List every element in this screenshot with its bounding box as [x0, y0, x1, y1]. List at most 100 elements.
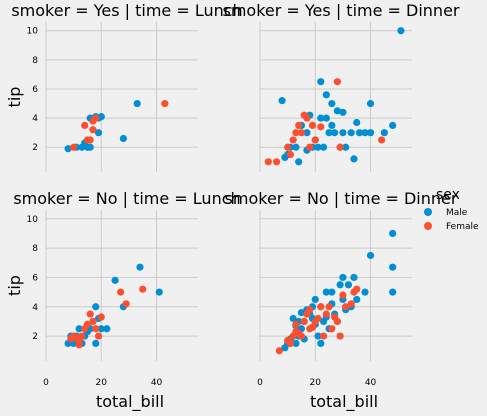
y-tick-label: 10 [27, 215, 39, 225]
data-point-female [289, 136, 297, 144]
data-point-male [133, 99, 141, 108]
data-point-male [353, 118, 361, 127]
data-point-male [75, 325, 83, 333]
data-point-male [366, 251, 375, 260]
data-point-male [322, 114, 330, 122]
data-point-male [92, 303, 100, 311]
data-point-male [295, 158, 303, 166]
data-point-female [264, 158, 272, 166]
x-tick-label: 20 [96, 378, 108, 388]
data-point-female [308, 121, 317, 129]
data-point-male [389, 263, 397, 271]
data-point-male [342, 143, 350, 151]
x-axis-label: total_bill [96, 392, 164, 412]
data-point-male [389, 288, 397, 296]
data-point-male [97, 325, 105, 333]
data-point-female [89, 317, 97, 326]
data-point-male [278, 97, 286, 105]
facet-panel: smoker = No | time = Dinner 0 20 40 total_bi… [225, 189, 458, 412]
data-point-female [295, 121, 303, 129]
data-point-male [311, 295, 319, 304]
data-point-male [322, 91, 330, 99]
data-point-male [397, 27, 405, 35]
data-point-male [94, 129, 103, 137]
y-tick-label: 8 [32, 56, 38, 66]
data-point-female [333, 78, 341, 86]
data-point-female [353, 285, 361, 293]
data-point-female [339, 291, 347, 299]
facet-panel: smoker = Yes | time = Dinner [223, 1, 460, 172]
data-point-male [350, 155, 358, 163]
data-point-female [70, 143, 78, 151]
data-point-female [89, 126, 97, 134]
data-point-male [366, 129, 375, 137]
data-point-female [303, 114, 311, 122]
data-point-female [92, 325, 100, 333]
data-point-male [317, 78, 325, 86]
data-point-male [317, 114, 325, 122]
data-point-female [336, 143, 344, 151]
facet-panel: smoker = Yes | time = Lunch 2 4 6 8 10 tip [5, 1, 243, 172]
x-tick-label: 0 [43, 378, 49, 388]
y-tick-label: 10 [27, 27, 39, 37]
y-tick-label: 2 [32, 332, 38, 342]
data-point-female [319, 332, 328, 340]
data-point-female [342, 303, 350, 311]
data-point-male [289, 314, 297, 323]
data-point-female [347, 300, 355, 308]
data-point-male [355, 129, 364, 137]
data-point-male [97, 113, 105, 121]
data-point-female [94, 332, 103, 340]
data-point-male [292, 143, 300, 151]
x-tick-label: 40 [151, 378, 163, 388]
y-axis-label: tip [5, 87, 24, 108]
data-point-male [119, 134, 127, 143]
data-point-female [306, 306, 314, 314]
data-point-female [86, 310, 94, 318]
data-point-male [322, 288, 330, 296]
y-tick-label: 4 [32, 114, 38, 124]
data-point-female [308, 323, 317, 331]
data-point-male [111, 276, 119, 284]
data-point-male [64, 145, 72, 153]
data-point-male [389, 229, 397, 238]
data-point-male [339, 273, 347, 282]
data-point-male [339, 129, 347, 137]
data-point-female [297, 332, 306, 340]
y-tick-label: 6 [32, 273, 38, 283]
data-point-female [314, 314, 322, 323]
data-point-female [317, 303, 325, 311]
data-point-male [361, 288, 369, 296]
data-point-female [122, 300, 130, 308]
data-point-female [161, 99, 169, 108]
data-point-male [103, 325, 111, 333]
data-point-female [311, 136, 319, 144]
data-point-male [389, 121, 397, 129]
data-point-male [347, 129, 355, 137]
data-point-female [117, 288, 125, 296]
data-point-female [325, 303, 333, 311]
data-point-male [333, 107, 341, 115]
data-point-female [272, 158, 281, 166]
data-point-female [284, 143, 292, 151]
data-point-male [317, 339, 325, 348]
x-tick-label: 20 [310, 378, 322, 388]
panel-title: smoker = No | time = Dinner [225, 189, 458, 208]
data-point-female [297, 129, 306, 137]
data-point-female [322, 310, 330, 318]
data-point-male [336, 281, 344, 289]
data-point-female [292, 328, 300, 336]
data-point-male [353, 295, 361, 304]
data-point-female [300, 317, 308, 326]
data-point-female [83, 320, 92, 328]
data-point-female [86, 136, 94, 144]
legend-title: sex [436, 187, 460, 203]
data-point-male [328, 121, 336, 129]
data-point-male [155, 288, 163, 296]
data-point-female [139, 285, 147, 293]
data-point-male [314, 143, 322, 151]
data-point-female [292, 129, 300, 137]
data-point-male [319, 143, 328, 151]
panel-title: smoker = Yes | time = Dinner [223, 1, 460, 20]
